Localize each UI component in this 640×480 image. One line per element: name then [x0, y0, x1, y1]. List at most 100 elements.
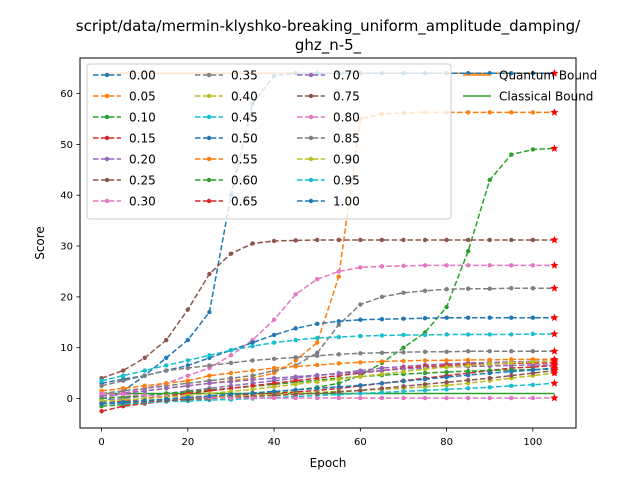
series-1-point: [509, 110, 514, 115]
legend-label: 0.85: [333, 132, 360, 146]
series-19-point: [379, 333, 385, 338]
series-17-point: [422, 349, 428, 354]
legend-swatch-marker: [308, 135, 314, 141]
series-18-point: [271, 384, 277, 390]
series-13-point: [293, 378, 298, 383]
series-10-point: [487, 315, 492, 320]
series-17-point: [185, 365, 191, 371]
legend-label: 1.00: [333, 195, 360, 209]
series-19-point: [185, 358, 191, 363]
series-14-point: [271, 375, 277, 381]
series-10-point: [379, 317, 385, 322]
series-20-point: [401, 379, 406, 384]
series-20-point: [465, 372, 471, 378]
series-7-point: [487, 286, 492, 291]
legend-entry: 1.00: [297, 195, 360, 209]
series-10-point: [530, 315, 536, 320]
chart-title-line-2: ghz_n-5_: [295, 36, 362, 55]
series-5-point: [509, 237, 514, 243]
series-14-point: [336, 371, 341, 376]
series-14-point: [379, 368, 385, 373]
series-16-point: [530, 395, 536, 401]
series-9-point: [487, 385, 492, 390]
series-6-point: [422, 263, 428, 268]
series-14-point: [228, 379, 234, 384]
x-tick-label: 80: [440, 437, 453, 448]
series-19-point: [509, 332, 514, 337]
series-line-5: [101, 239, 555, 379]
series-17-point: [142, 373, 147, 378]
series-11-point: [379, 359, 385, 364]
series-17-point: [444, 349, 449, 354]
series-16-point: [315, 395, 320, 401]
series-5: [99, 235, 559, 381]
legend-label: 0.25: [129, 174, 156, 188]
series-11-point: [444, 358, 449, 363]
series-14-point: [315, 372, 320, 378]
y-tick-label: 0: [67, 394, 73, 405]
series-1-point: [293, 358, 298, 363]
series-17-point: [99, 383, 104, 389]
series-17-point: [509, 349, 514, 354]
series-15-point: [336, 389, 341, 395]
series-7-point: [465, 286, 471, 291]
series-0-point: [185, 337, 191, 343]
legend-entry: 0.90: [297, 153, 360, 167]
series-6-point: [271, 317, 277, 322]
series-14-point: [250, 377, 255, 382]
series-18-point: [379, 371, 385, 377]
series-20-point: [422, 377, 428, 382]
legend-entry: 0.60: [195, 174, 258, 188]
legend-label: 0.40: [231, 90, 258, 104]
series-19-end-marker: [550, 329, 559, 338]
series-2-point: [530, 147, 536, 152]
series-2-point: [336, 381, 341, 386]
series-19-point: [336, 334, 341, 340]
series-17-end-marker: [550, 347, 559, 355]
series-15-point: [401, 384, 406, 389]
series-5-point: [379, 237, 385, 243]
legend-entry: 0.95: [297, 174, 360, 188]
series-10-point: [465, 315, 471, 320]
series-line-18: [101, 360, 555, 402]
series-20-point: [487, 370, 492, 376]
series-8-end-marker: [550, 368, 559, 377]
series-10-end-marker: [550, 313, 559, 322]
series-6-point: [336, 269, 341, 274]
series-line-9: [101, 382, 555, 405]
series-8-point: [444, 383, 449, 388]
series-11-point: [465, 357, 471, 363]
series-6-point: [293, 292, 298, 297]
series-5-point: [164, 337, 169, 343]
x-tick-label: 0: [98, 437, 104, 448]
series-18: [99, 356, 559, 404]
series-8-point: [465, 381, 471, 386]
series-19-point: [444, 332, 449, 337]
series-line-14: [101, 364, 555, 397]
series-15-point: [422, 382, 428, 387]
legend-swatch-marker: [308, 93, 314, 99]
legend-label: 0.15: [129, 132, 156, 146]
legend-swatch-marker: [308, 72, 314, 78]
legend-swatch-marker: [206, 114, 212, 120]
series-15-point: [465, 378, 471, 383]
legend-swatch-marker: [206, 135, 212, 141]
series-17-point: [379, 350, 385, 355]
legend: 0.00 0.05 0.10 0.15 0.20 0.25 0.30 0.35 0.40 0.45…: [86, 63, 597, 220]
series-5-point: [444, 237, 449, 243]
series-18-point: [487, 361, 492, 367]
series-2-end-marker: [550, 144, 559, 152]
legend-label: 0.80: [333, 111, 360, 125]
series-18-point: [315, 379, 320, 384]
series-10-point: [250, 340, 255, 345]
series-5-point: [250, 241, 255, 246]
series-7-point: [250, 373, 255, 378]
series-14-point: [185, 383, 191, 389]
series-13-point: [250, 383, 255, 389]
series-20-point: [315, 386, 320, 391]
legend-swatch-marker: [308, 114, 314, 120]
series-19-point: [207, 353, 212, 358]
legend-swatch-marker: [206, 72, 212, 78]
legend-entry: 0.20: [93, 153, 156, 167]
series-16-end-marker: [550, 393, 559, 402]
